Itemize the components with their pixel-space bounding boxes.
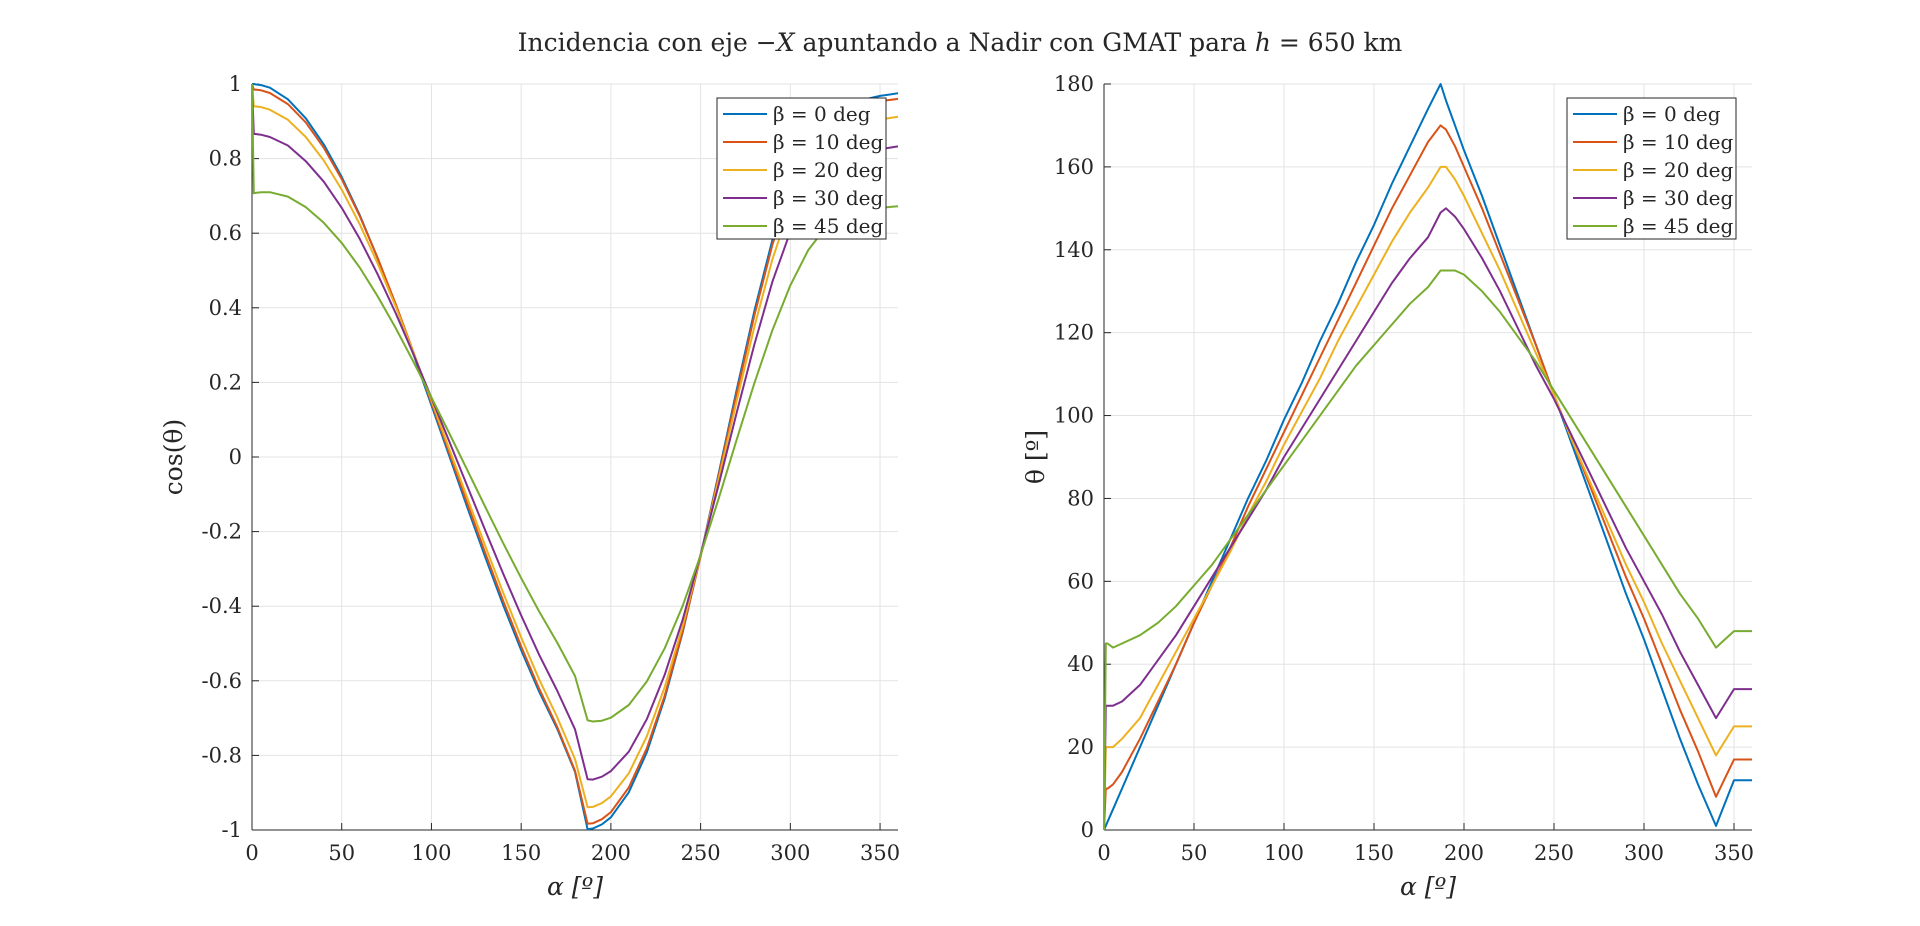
right-series-line-3	[1104, 207, 1752, 831]
right-legend-label-4: β = 45 deg	[1623, 214, 1733, 238]
right-x-tick-label-2: 100	[1264, 841, 1304, 865]
left-series-line-3	[252, 83, 898, 781]
left-legend-label-4: β = 45 deg	[773, 214, 883, 238]
right-x-tick-label-1: 50	[1181, 841, 1208, 865]
right-legend-label-3: β = 30 deg	[1623, 186, 1733, 210]
right-x-tick-label-4: 200	[1444, 841, 1484, 865]
left-x-tick-label-4: 200	[591, 841, 631, 865]
right-legend-label-1: β = 10 deg	[1623, 130, 1733, 154]
right-x-tick-label-7: 350	[1714, 841, 1754, 865]
left-y-tick-label-9: 0.8	[209, 147, 242, 171]
left-x-axis-label: α [º]	[547, 872, 603, 901]
right-series-line-1	[1104, 124, 1752, 831]
left-x-tick-label-2: 100	[411, 841, 451, 865]
left-x-tick-label-0: 0	[245, 841, 258, 865]
left-y-tick-label-2: -0.6	[202, 669, 243, 693]
right-y-tick-label-4: 80	[1067, 486, 1094, 510]
right-x-tick-label-6: 300	[1624, 841, 1664, 865]
left-x-tick-label-6: 300	[770, 841, 810, 865]
left-x-tick-label-5: 250	[681, 841, 721, 865]
left-y-tick-label-10: 1	[229, 72, 242, 96]
left-x-tick-label-7: 350	[860, 841, 900, 865]
right-legend-label-0: β = 0 deg	[1623, 102, 1721, 126]
left-y-tick-label-7: 0.4	[209, 296, 242, 320]
right-series-line-4	[1104, 269, 1752, 831]
left-legend-label-1: β = 10 deg	[773, 130, 883, 154]
left-series-line-2	[252, 83, 898, 809]
left-x-tick-label-1: 50	[328, 841, 355, 865]
right-x-tick-label-5: 250	[1534, 841, 1574, 865]
right-y-tick-label-9: 180	[1054, 72, 1094, 96]
left-y-tick-label-6: 0.2	[209, 370, 242, 394]
right-y-axis-label: θ [º]	[1021, 430, 1050, 484]
left-y-tick-label-4: -0.2	[202, 520, 243, 544]
left-y-axis-label: cos(θ)	[159, 419, 188, 495]
left-y-tick-label-5: 0	[229, 445, 242, 469]
right-legend-label-2: β = 20 deg	[1623, 158, 1733, 182]
right-y-tick-label-2: 40	[1067, 652, 1094, 676]
right-y-tick-label-6: 120	[1054, 321, 1094, 345]
left-x-tick-label-3: 150	[501, 841, 541, 865]
figure-title: Incidencia con eje −X apuntando a Nadir …	[517, 28, 1403, 57]
right-y-tick-label-7: 140	[1054, 238, 1094, 262]
right-x-axis-label: α [º]	[1400, 872, 1456, 901]
right-x-tick-label-3: 150	[1354, 841, 1394, 865]
left-legend-label-3: β = 30 deg	[773, 186, 883, 210]
right-y-tick-label-3: 60	[1067, 569, 1094, 593]
right-y-tick-label-1: 20	[1067, 735, 1094, 759]
right-y-tick-label-0: 0	[1081, 818, 1094, 842]
left-y-tick-label-1: -0.8	[202, 743, 243, 767]
right-y-tick-label-8: 160	[1054, 155, 1094, 179]
left-legend-label-0: β = 0 deg	[773, 102, 871, 126]
left-series-line-4	[252, 83, 898, 723]
right-series-line-2	[1104, 165, 1752, 831]
left-legend-label-2: β = 20 deg	[773, 158, 883, 182]
left-y-tick-label-3: -0.4	[202, 594, 243, 618]
right-x-tick-label-0: 0	[1097, 841, 1110, 865]
left-y-tick-label-0: -1	[222, 818, 242, 842]
left-y-tick-label-8: 0.6	[209, 221, 242, 245]
right-y-tick-label-5: 100	[1054, 404, 1094, 428]
right-legend-box	[1566, 97, 1737, 240]
left-legend-box	[716, 97, 887, 240]
